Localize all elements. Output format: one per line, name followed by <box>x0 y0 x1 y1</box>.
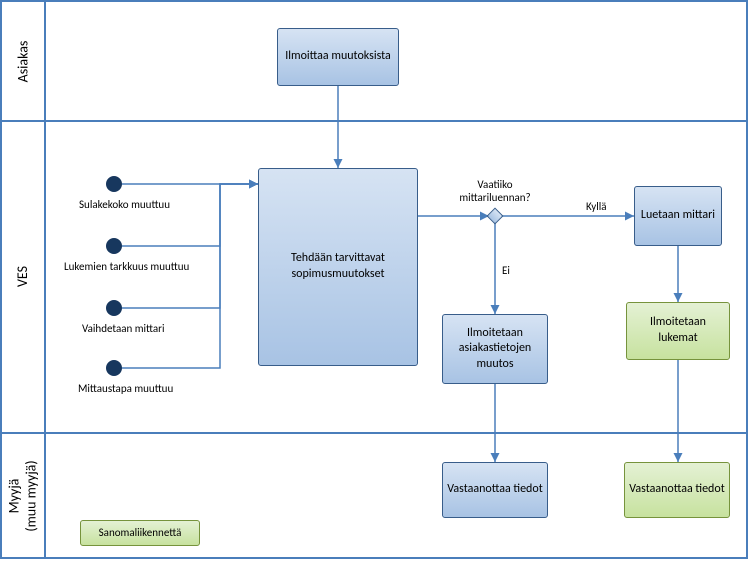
legend-sanoma-text: Sanomaliikennettä <box>99 526 182 540</box>
start-dot-3 <box>106 300 122 316</box>
lane-sep-2 <box>2 432 746 434</box>
start-dot-2-label: Lukemien tarkkuus muuttuu <box>64 260 189 273</box>
lane-myyja-label: Myyjä(muu myyjä) <box>6 460 40 531</box>
node-vastaanottaa2: Vastaanottaa tiedot <box>624 462 730 518</box>
node-ilmoitetaan-asiakas-text: Ilmoitetaan asiakastietojen muutos <box>447 326 543 373</box>
decision-yes: Kyllä <box>586 200 607 213</box>
node-ilmoitetaan-asiakas: Ilmoitetaan asiakastietojen muutos <box>442 314 548 384</box>
lane-ves-label: VES <box>14 265 31 286</box>
swimlane-diagram: Asiakas VES Myyjä(muu myyjä) Ilmoittaa m… <box>0 0 748 559</box>
decision-question: Vaatiiko mittariluennan? <box>458 178 532 204</box>
node-tehdaan: Tehdään tarvittavat sopimusmuutokset <box>258 168 418 366</box>
node-tehdaan-text: Tehdään tarvittavat sopimusmuutokset <box>263 251 413 282</box>
node-ilmoitetaan-lukemat: Ilmoitetaan lukemat <box>626 302 730 360</box>
node-ilmoitetaan-lukemat-text: Ilmoitetaan lukemat <box>631 315 725 346</box>
start-dot-3-label: Vaihdetaan mittari <box>82 322 165 335</box>
node-vastaanottaa2-text: Vastaanottaa tiedot <box>629 482 724 498</box>
start-dot-1 <box>106 176 122 192</box>
decision-no: Ei <box>502 264 510 277</box>
lane-asiakas: Asiakas <box>2 2 46 120</box>
lane-sep-1 <box>2 120 746 122</box>
start-dot-4 <box>106 360 122 376</box>
lane-ves: VES <box>2 120 46 432</box>
legend-sanoma: Sanomaliikennettä <box>80 520 200 546</box>
node-luetaan: Luetaan mittari <box>634 186 722 246</box>
start-dot-2 <box>106 238 122 254</box>
lane-asiakas-label: Asiakas <box>15 40 32 82</box>
node-vastaanottaa1-text: Vastaanottaa tiedot <box>447 482 542 498</box>
start-dot-4-label: Mittaustapa muuttuu <box>78 382 173 395</box>
lane-myyja: Myyjä(muu myyjä) <box>2 432 46 559</box>
start-dot-1-label: Sulakekoko muuttuu <box>79 198 170 211</box>
node-vastaanottaa1: Vastaanottaa tiedot <box>442 462 548 518</box>
node-luetaan-text: Luetaan mittari <box>641 208 715 224</box>
node-ilmoittaa: Ilmoittaa muutoksista <box>277 28 399 86</box>
node-ilmoittaa-text: Ilmoittaa muutoksista <box>285 49 391 65</box>
decision-gateway <box>487 208 504 225</box>
